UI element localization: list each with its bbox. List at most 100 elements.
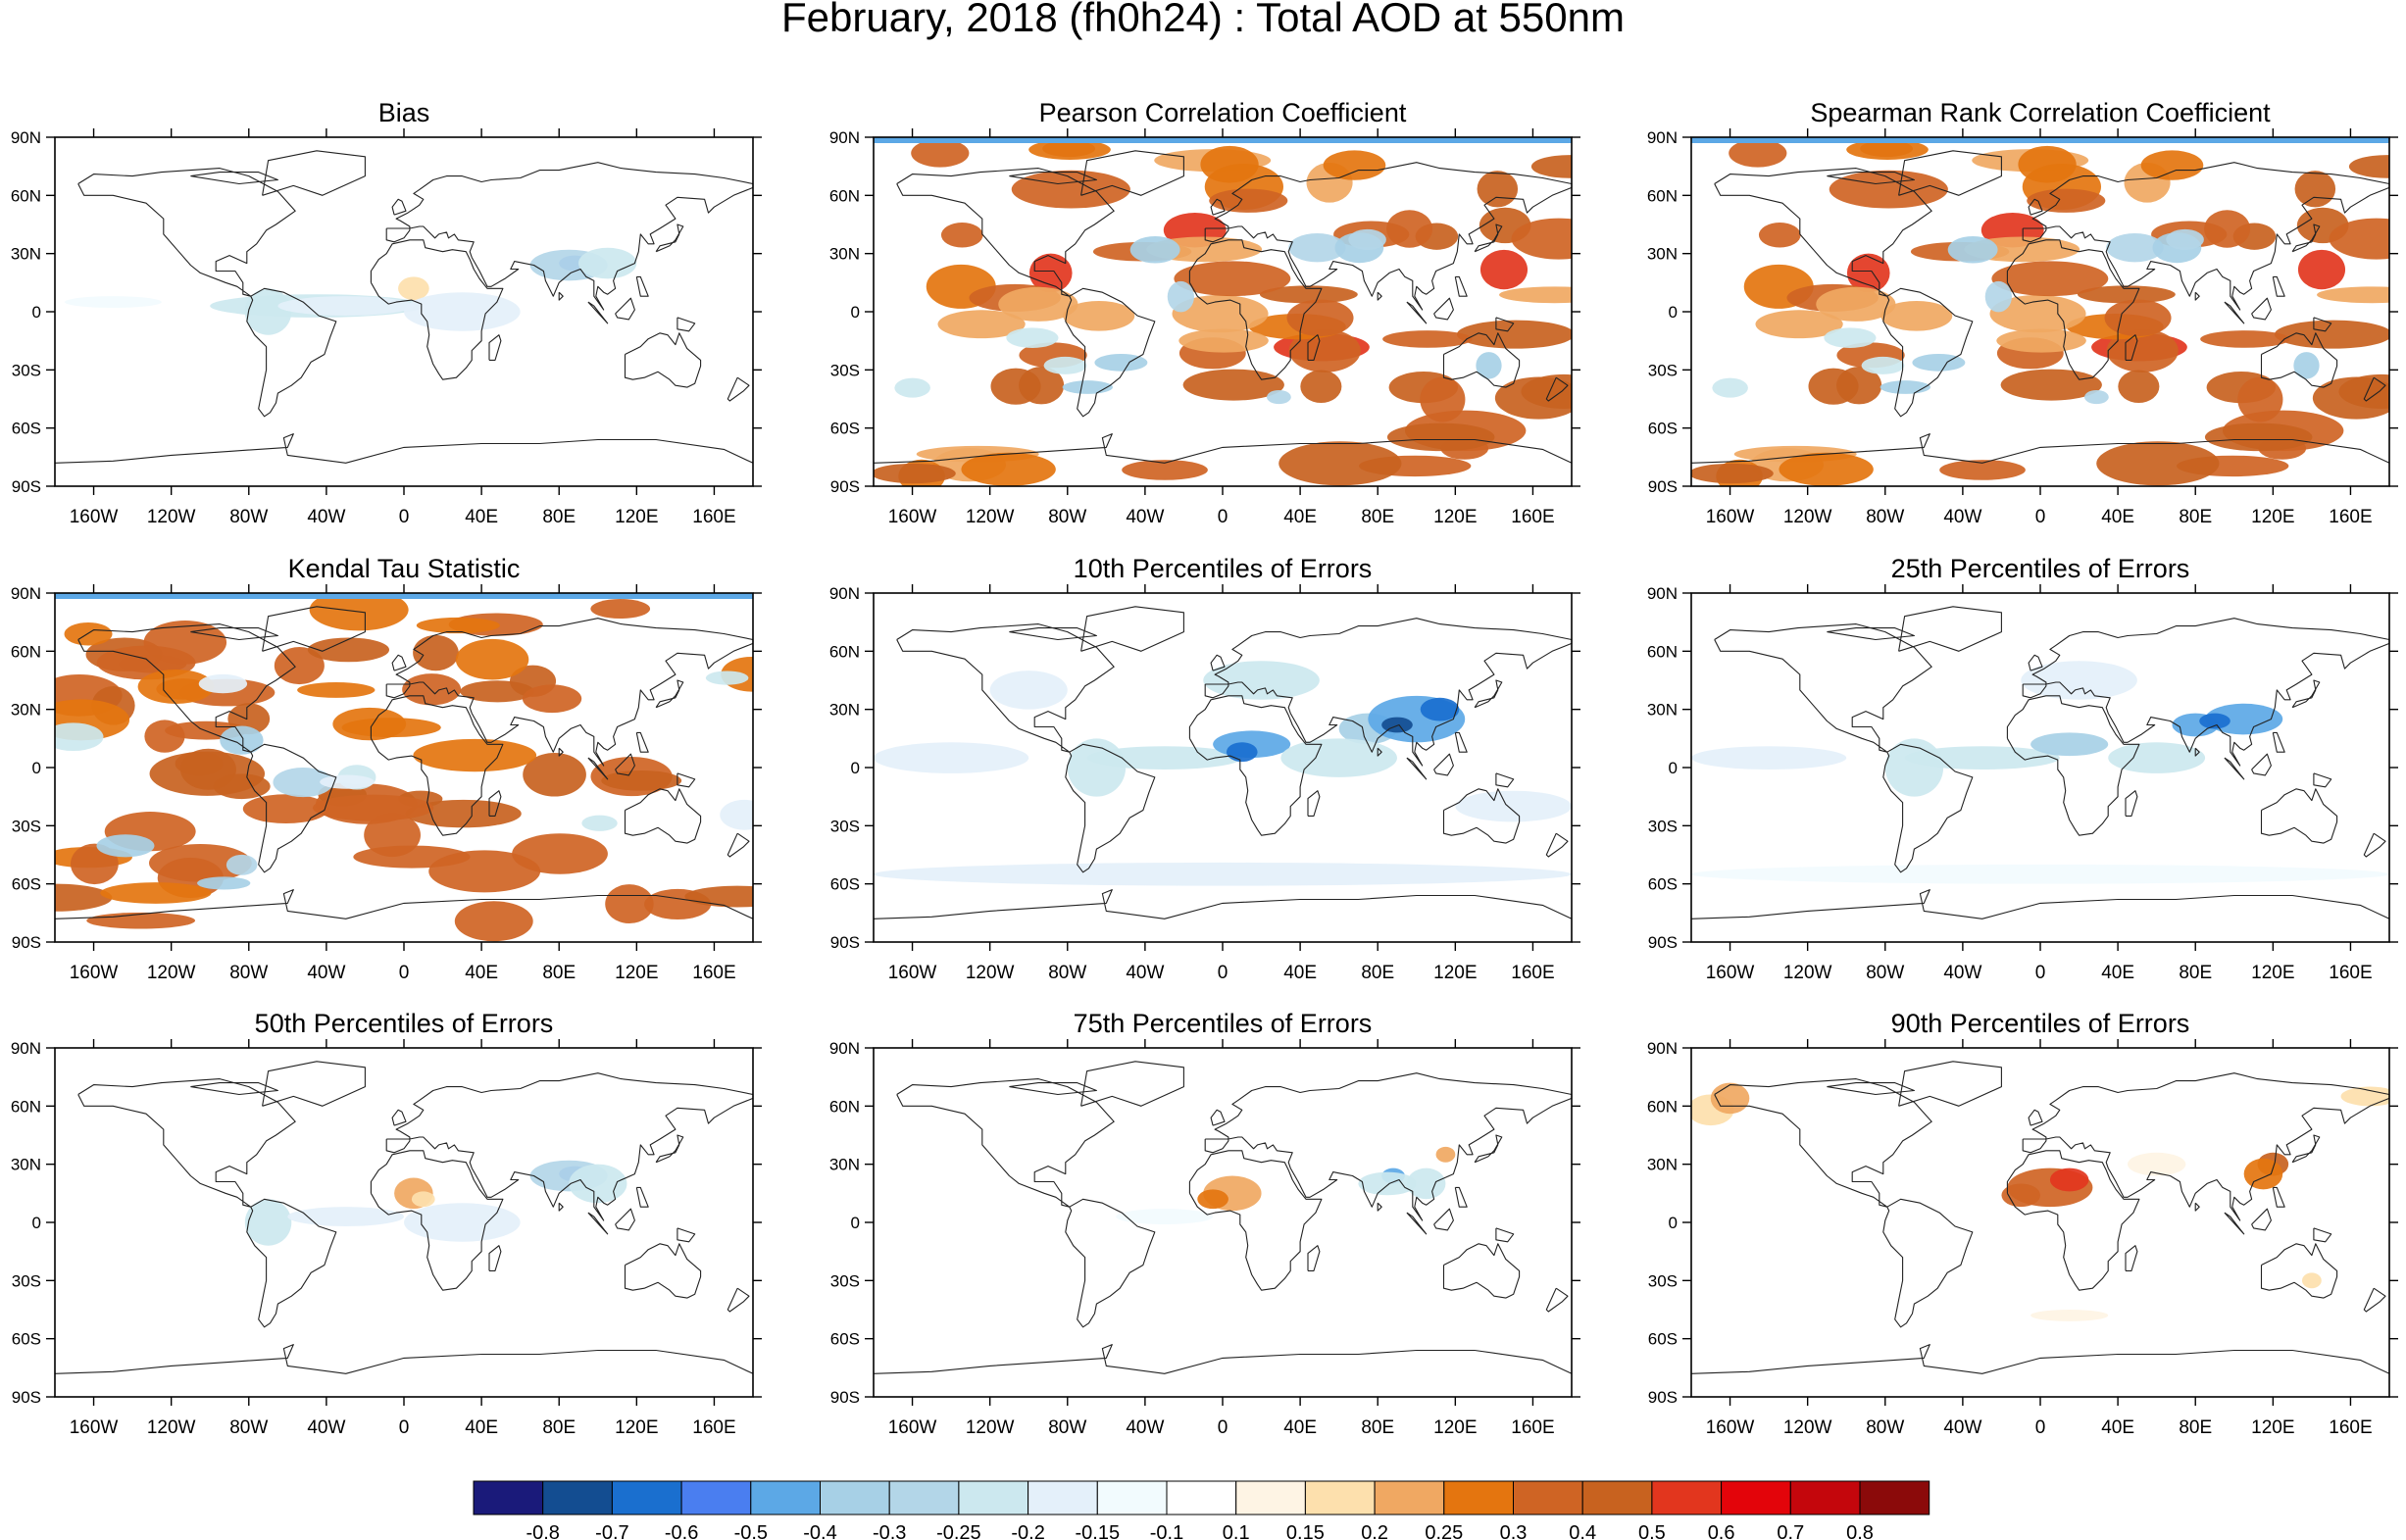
lat-label: 90N (11, 128, 41, 147)
coastline (370, 695, 504, 836)
coastline (615, 1208, 635, 1231)
lon-label: 120W (966, 963, 1015, 983)
coastline (2006, 695, 2140, 836)
field-patch (1880, 300, 1953, 331)
map-panel: 90th Percentiles of Errors 90N 60N 30N 0 30S 6… (1647, 1009, 2398, 1438)
coastline (1454, 731, 1468, 753)
lon-label: 160E (2329, 1417, 2372, 1438)
lat-label: 90N (829, 584, 860, 603)
field-patch (590, 599, 651, 620)
field-patch (55, 883, 113, 912)
lon-label: 80E (1361, 963, 1394, 983)
coastline (896, 1078, 1115, 1208)
lon-label: 40E (2101, 1417, 2134, 1438)
field-patch (1984, 280, 2012, 313)
coastline (1690, 433, 2390, 464)
field-patch (1479, 249, 1529, 290)
field-patch (244, 288, 292, 335)
lat-label: 90N (11, 584, 41, 603)
coastline (896, 623, 1115, 753)
panel-title: Pearson Correlation Coefficient (1039, 98, 1407, 127)
coastline (1065, 1198, 1156, 1328)
coastline (2313, 772, 2332, 788)
field-patch (581, 815, 618, 831)
colorbar-label: 0.3 (1500, 1522, 1528, 1540)
panel-title: Spearman Rank Correlation Coefficient (1810, 98, 2271, 127)
coastline (2224, 1212, 2245, 1235)
coastline (1690, 889, 2390, 919)
lat-label: 30S (12, 1271, 41, 1290)
field-patch (244, 1199, 292, 1246)
field-patch (2077, 285, 2176, 304)
coastline (1495, 317, 1515, 332)
coastline (190, 1082, 278, 1096)
coastline (1009, 627, 1097, 641)
coastline (1714, 1078, 1932, 1208)
coastline (2028, 654, 2043, 671)
field-patch (1880, 380, 1930, 394)
coastline (587, 1212, 609, 1235)
lat-label: 30N (1647, 245, 1678, 264)
coastline (77, 168, 296, 297)
field-patch (2104, 299, 2172, 337)
field-patch (523, 753, 586, 797)
coastline (54, 889, 754, 919)
coastline (615, 297, 635, 321)
coastline (2260, 332, 2338, 388)
lon-label: 160E (1511, 963, 1554, 983)
colorbar-label: -0.4 (803, 1522, 836, 1540)
lat-label: 60N (11, 186, 41, 205)
colorbar-label: -0.3 (873, 1522, 906, 1540)
coastline (77, 623, 296, 753)
field-patch (940, 223, 983, 248)
field-patch (277, 296, 414, 316)
coastline (624, 1243, 702, 1299)
lon-label: 160W (1706, 963, 1755, 983)
lon-label: 40E (2101, 963, 2134, 983)
field-patch (2237, 376, 2283, 422)
lat-label: 90N (1647, 1039, 1678, 1058)
field-patch (1691, 864, 2389, 884)
field-patch (198, 673, 248, 694)
field-patch (1991, 261, 2109, 297)
coastline (1080, 606, 1184, 652)
coastline (1210, 198, 1226, 216)
colorbar-label: 0.8 (1846, 1522, 1874, 1540)
coastline (587, 301, 609, 324)
field-patch (2302, 1272, 2322, 1289)
field-patch (413, 738, 537, 772)
panel-title: Kendal Tau Statistic (288, 554, 521, 583)
field-patch (874, 862, 1572, 886)
colorbar-label: -0.1 (1150, 1522, 1183, 1540)
coastline (391, 198, 407, 216)
lat-label: 60S (12, 420, 41, 438)
field-patch (404, 292, 521, 331)
coastline (391, 1109, 407, 1126)
colorbar-swatch (1235, 1480, 1306, 1515)
lon-label: 120W (1783, 963, 1832, 983)
colorbar-swatch (680, 1480, 752, 1515)
colorbar-swatch (888, 1480, 960, 1515)
coastline (2224, 757, 2245, 780)
lat-label: 90S (830, 1388, 860, 1407)
lat-label: 90S (830, 933, 860, 952)
lat-label: 60S (1648, 1330, 1678, 1349)
lat-label: 0 (1669, 1214, 1678, 1232)
field-patch (2030, 732, 2109, 757)
coastline (558, 291, 564, 301)
field-patch (1172, 294, 1269, 333)
coastline (1827, 172, 1915, 185)
field-patch (1989, 294, 2086, 333)
field-patch (144, 720, 185, 753)
lon-label: 120W (147, 963, 196, 983)
panel-grid: Bias 90N 60N 30N 0 30S 60S 90S 160W 120W 80W 40W 0 40… (11, 98, 2398, 1438)
field-patch (2084, 389, 2109, 405)
lon-label: 40W (307, 963, 345, 983)
coastline (2291, 679, 2321, 709)
coastline (2272, 731, 2285, 753)
coastline (246, 743, 337, 873)
map-panel: 75th Percentiles of Errors 90N 60N 30N 0 30S 6… (829, 1009, 1580, 1438)
coastline (2194, 747, 2200, 757)
lon-label: 40E (465, 507, 498, 527)
field-patch (428, 850, 541, 893)
